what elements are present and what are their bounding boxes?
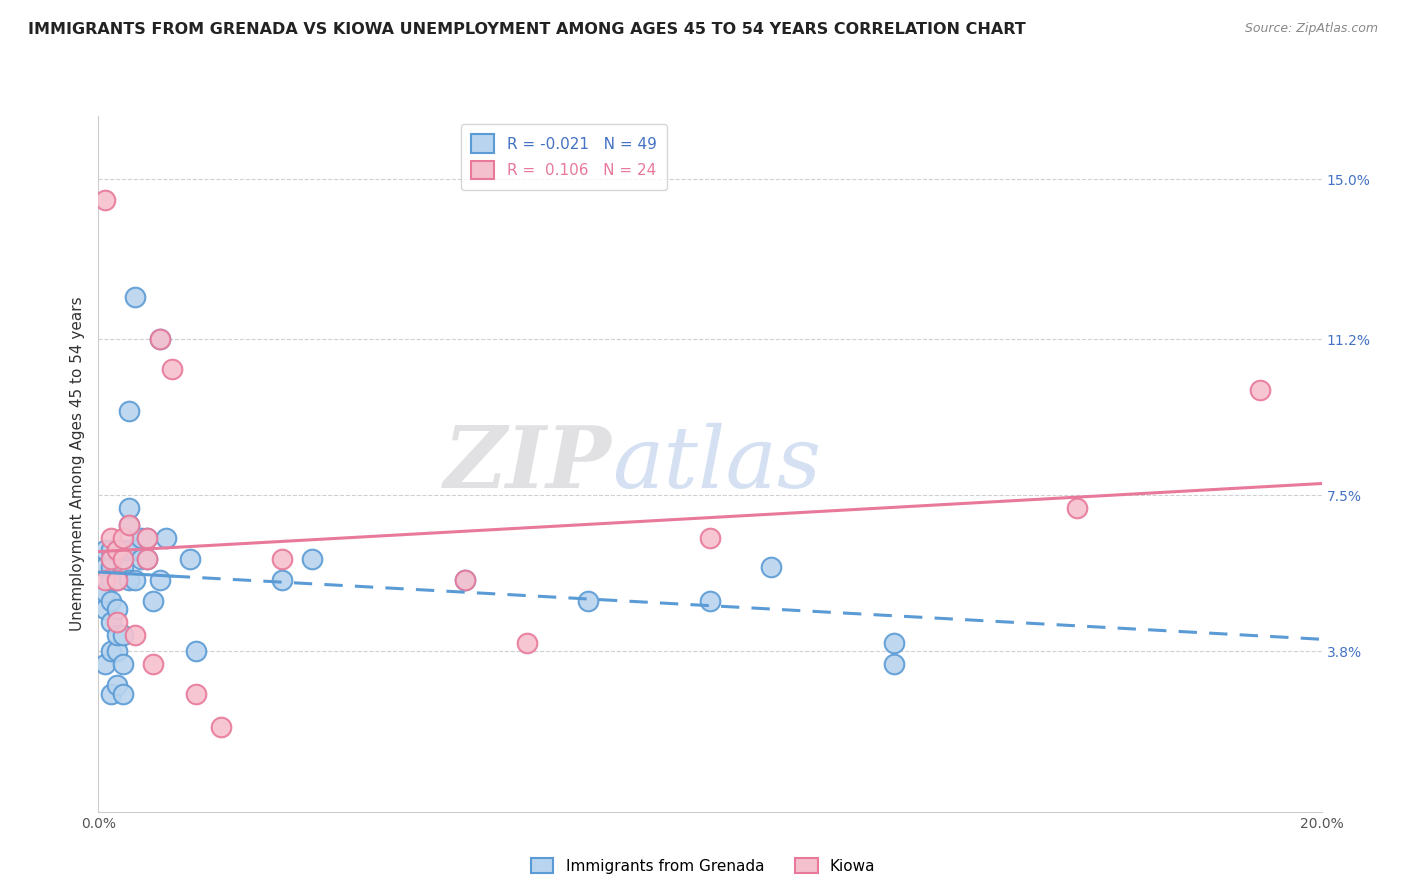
Point bbox=[883, 636, 905, 650]
Point bbox=[759, 560, 782, 574]
Point bbox=[100, 531, 122, 545]
Point bbox=[301, 551, 323, 566]
Point bbox=[111, 657, 134, 672]
Point bbox=[209, 720, 232, 734]
Point bbox=[1249, 383, 1271, 397]
Point bbox=[136, 551, 159, 566]
Point bbox=[160, 362, 183, 376]
Point bbox=[100, 573, 122, 587]
Point bbox=[142, 657, 165, 672]
Text: ZIP: ZIP bbox=[444, 422, 612, 506]
Point bbox=[105, 543, 128, 558]
Point bbox=[149, 573, 172, 587]
Point bbox=[111, 543, 134, 558]
Point bbox=[93, 573, 115, 587]
Point bbox=[270, 573, 292, 587]
Point bbox=[118, 543, 141, 558]
Point bbox=[105, 543, 128, 558]
Point bbox=[270, 551, 292, 566]
Point bbox=[111, 627, 134, 641]
Point bbox=[100, 615, 122, 629]
Point bbox=[105, 644, 128, 658]
Point bbox=[129, 551, 152, 566]
Point bbox=[93, 560, 115, 574]
Point bbox=[124, 543, 146, 558]
Text: IMMIGRANTS FROM GRENADA VS KIOWA UNEMPLOYMENT AMONG AGES 45 TO 54 YEARS CORRELAT: IMMIGRANTS FROM GRENADA VS KIOWA UNEMPLO… bbox=[28, 22, 1026, 37]
Point bbox=[136, 551, 159, 566]
Point bbox=[1066, 501, 1088, 516]
Point bbox=[111, 531, 134, 545]
Point bbox=[699, 594, 721, 608]
Point bbox=[699, 531, 721, 545]
Point bbox=[118, 573, 141, 587]
Point bbox=[149, 333, 172, 347]
Point bbox=[516, 636, 538, 650]
Point bbox=[883, 657, 905, 672]
Point bbox=[454, 573, 477, 587]
Point bbox=[93, 543, 115, 558]
Point bbox=[186, 687, 208, 701]
Text: Source: ZipAtlas.com: Source: ZipAtlas.com bbox=[1244, 22, 1378, 36]
Point bbox=[93, 194, 115, 208]
Point bbox=[118, 518, 141, 533]
Point bbox=[111, 687, 134, 701]
Point bbox=[118, 404, 141, 418]
Point bbox=[100, 687, 122, 701]
Point bbox=[93, 602, 115, 616]
Point bbox=[100, 560, 122, 574]
Legend: Immigrants from Grenada, Kiowa: Immigrants from Grenada, Kiowa bbox=[524, 852, 882, 880]
Point bbox=[179, 551, 201, 566]
Point bbox=[100, 644, 122, 658]
Point bbox=[124, 290, 146, 304]
Point bbox=[142, 594, 165, 608]
Point bbox=[105, 573, 128, 587]
Y-axis label: Unemployment Among Ages 45 to 54 years: Unemployment Among Ages 45 to 54 years bbox=[69, 296, 84, 632]
Point bbox=[105, 627, 128, 641]
Point bbox=[118, 518, 141, 533]
Point bbox=[93, 585, 115, 599]
Point bbox=[129, 531, 152, 545]
Point bbox=[136, 531, 159, 545]
Point bbox=[186, 644, 208, 658]
Point bbox=[149, 333, 172, 347]
Legend: R = -0.021   N = 49, R =  0.106   N = 24: R = -0.021 N = 49, R = 0.106 N = 24 bbox=[461, 124, 668, 190]
Point bbox=[118, 501, 141, 516]
Point bbox=[105, 678, 128, 692]
Point bbox=[93, 657, 115, 672]
Point bbox=[136, 531, 159, 545]
Point bbox=[576, 594, 599, 608]
Point bbox=[124, 573, 146, 587]
Point bbox=[105, 615, 128, 629]
Point bbox=[124, 627, 146, 641]
Point bbox=[111, 551, 134, 566]
Point bbox=[100, 551, 122, 566]
Point bbox=[155, 531, 177, 545]
Text: atlas: atlas bbox=[612, 423, 821, 505]
Point bbox=[105, 602, 128, 616]
Point bbox=[100, 594, 122, 608]
Point bbox=[100, 543, 122, 558]
Point bbox=[105, 573, 128, 587]
Point bbox=[454, 573, 477, 587]
Point bbox=[111, 560, 134, 574]
